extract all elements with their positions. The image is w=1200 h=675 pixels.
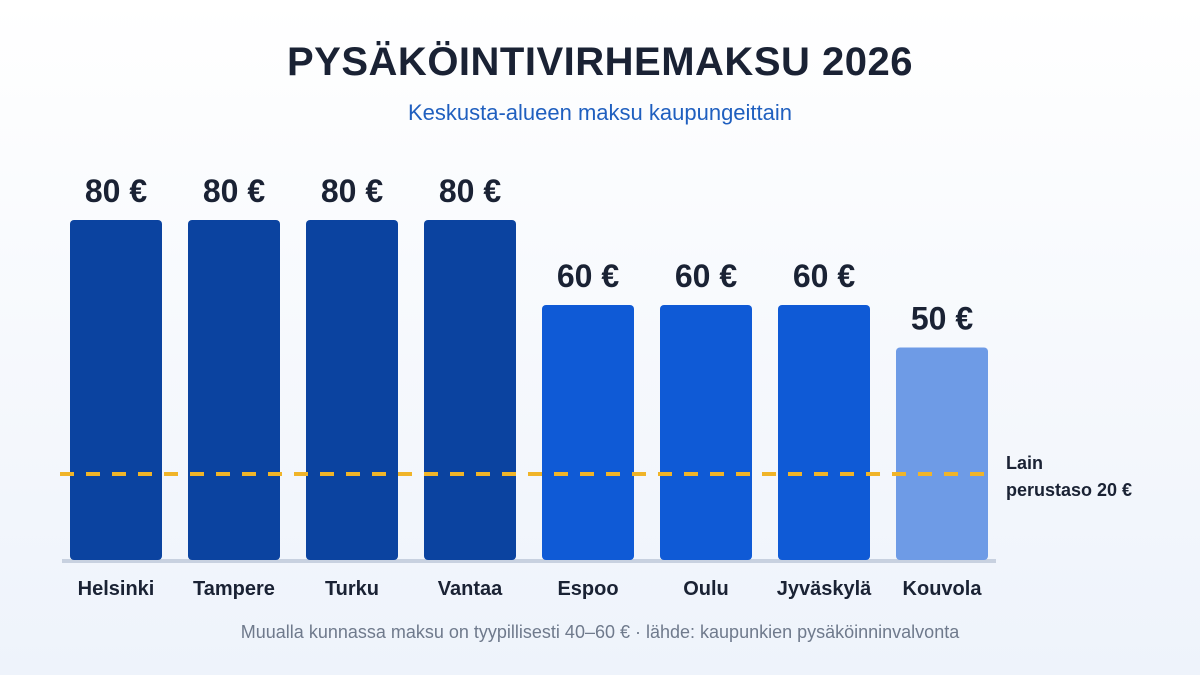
bar-value-label: 50 €	[911, 301, 973, 337]
bar-tampere	[188, 220, 280, 560]
chart-title: PYSÄKÖINTIVIRHEMAKSU 2026	[287, 40, 913, 84]
category-label: Tampere	[193, 578, 275, 600]
bar-jyväskylä	[778, 305, 870, 560]
bar-kouvola	[896, 347, 988, 560]
bar-value-label: 80 €	[439, 173, 501, 209]
bars-group	[62, 220, 996, 563]
reference-line-label: Lain perustaso 20 €	[1006, 450, 1132, 504]
category-label: Helsinki	[78, 578, 155, 600]
bar-helsinki	[70, 220, 162, 560]
category-label: Jyväskylä	[777, 578, 872, 600]
bar-value-label: 80 €	[203, 173, 265, 209]
bar-value-label: 80 €	[321, 173, 383, 209]
category-label: Kouvola	[903, 578, 983, 600]
bar-value-label: 60 €	[793, 258, 855, 294]
bar-turku	[306, 220, 398, 560]
x-axis-baseline	[62, 559, 996, 563]
category-label: Vantaa	[438, 578, 503, 600]
category-label: Oulu	[683, 578, 729, 600]
bar-vantaa	[424, 220, 516, 560]
chart-subtitle: Keskusta-alueen maksu kaupungeittain	[407, 100, 793, 125]
bar-oulu	[660, 305, 752, 560]
source-footnote: Muualla kunnassa maksu on tyypillisesti …	[240, 622, 960, 642]
bar-value-label: 80 €	[85, 173, 147, 209]
labels-group: 80 € Helsinki 80 € Tampere 80 € Turku 80 € Vant…	[78, 173, 983, 600]
bar-value-label: 60 €	[557, 258, 619, 294]
bar-espoo	[542, 305, 634, 560]
category-label: Turku	[325, 578, 379, 600]
bar-value-label: 60 €	[675, 258, 737, 294]
category-label: Espoo	[557, 578, 618, 600]
reference-label-line2: perustaso 20 €	[1006, 480, 1133, 500]
reference-label-line1: Lain	[1006, 453, 1044, 473]
